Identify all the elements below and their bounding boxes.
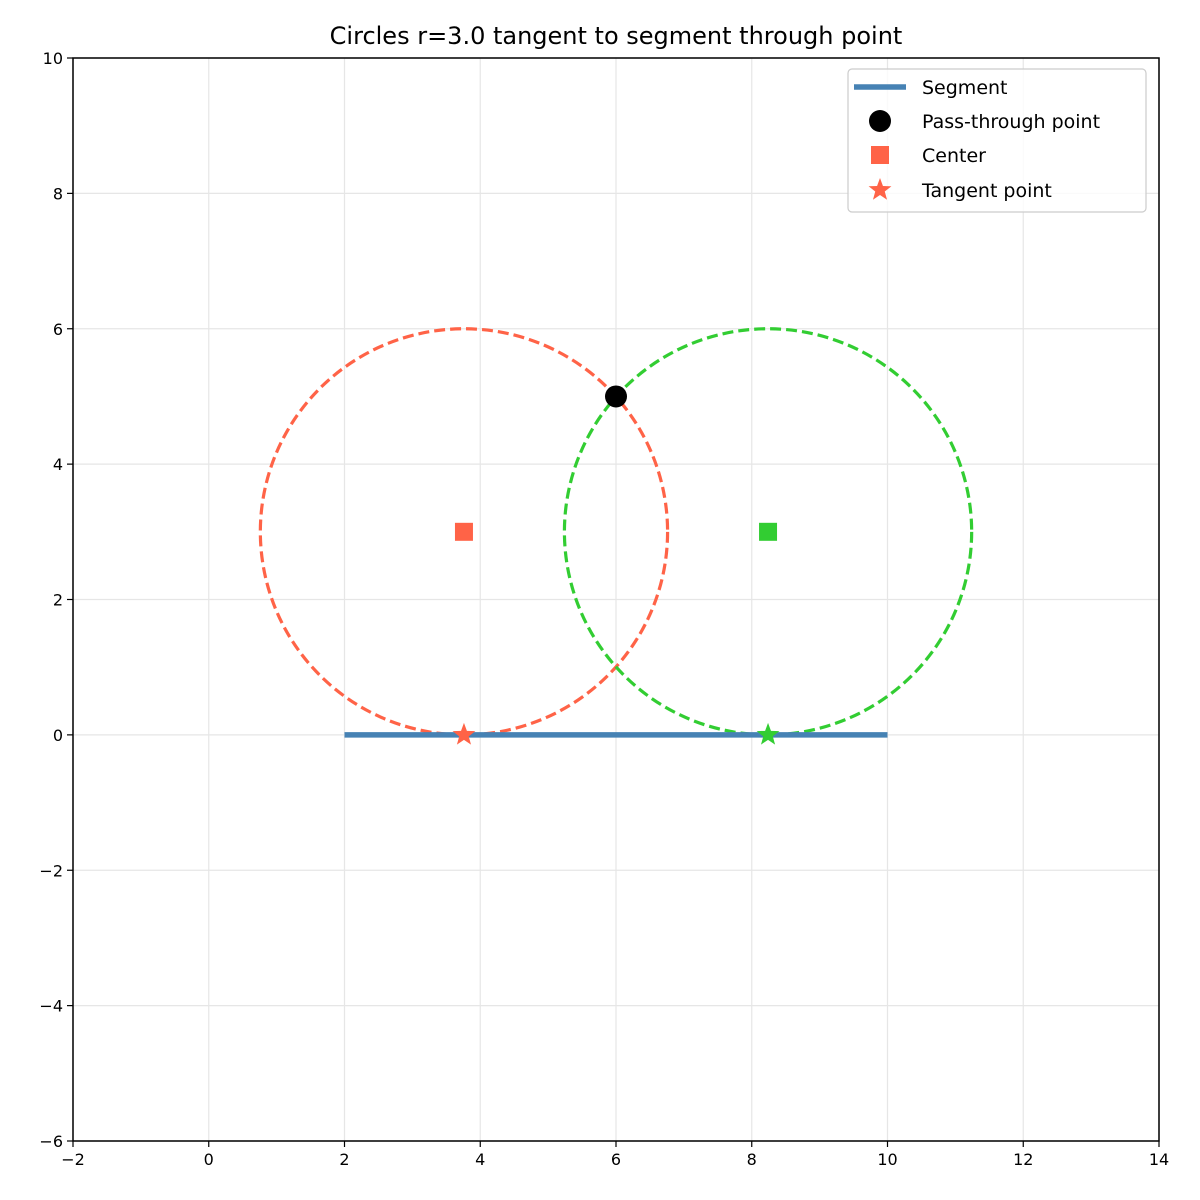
x-tick-label: 10 [877,1150,897,1169]
x-tick-label: 6 [611,1150,621,1169]
y-tick-label: 4 [53,455,63,474]
x-tick-label: 4 [475,1150,485,1169]
y-tick-label: −6 [39,1132,63,1151]
legend-swatch-pass-through-point [869,110,891,132]
x-tick-label: 12 [1013,1150,1033,1169]
tangent-point-marker-1 [452,722,476,745]
legend-label: Segment [922,77,1008,99]
x-tick-label: 0 [204,1150,214,1169]
legend-box [847,68,1147,213]
center-marker-1 [454,522,473,541]
circle-1 [258,327,670,737]
points-layer [452,385,780,745]
chart-title: Circles r=3.0 tangent to segment through… [330,22,903,50]
legend-label: Tangent point [921,180,1052,202]
y-tick-label: −4 [39,997,63,1016]
y-tick-label: −2 [39,861,63,880]
ticks-layer: −2 0 2 4 6 8 10 12 14 −6 −4 −2 0 2 4 6 8 10 [39,49,1169,1169]
legend-swatch-tangent-point [868,178,892,200]
y-tick-label: 0 [53,726,63,745]
x-tick-label: −2 [61,1150,85,1169]
y-tick-label: 6 [53,320,63,339]
x-tick-label: 14 [1149,1150,1169,1169]
tangent-point-marker-2 [756,722,780,745]
x-tick-label: 8 [747,1150,757,1169]
pass-through-point-marker [605,385,627,408]
center-marker-2 [759,522,778,541]
legend-label: Center [922,145,986,167]
y-tick-label: 2 [53,591,63,610]
y-tick-label: 8 [53,184,63,203]
circle-2 [562,327,974,737]
legend: Segment Pass-through point Center Tangent p… [847,68,1147,213]
x-tick-label: 2 [339,1150,349,1169]
legend-label: Pass-through point [922,111,1100,133]
legend-swatch-center [871,146,889,164]
circles-layer [258,327,974,737]
y-tick-label: 10 [43,49,63,68]
